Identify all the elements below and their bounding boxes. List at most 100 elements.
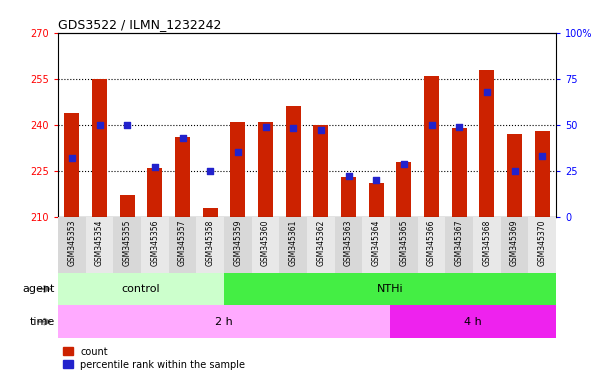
Point: [316, 127, 326, 133]
Text: GSM345368: GSM345368: [482, 219, 491, 266]
Bar: [224, 33, 252, 217]
Text: GSM345365: GSM345365: [400, 219, 408, 266]
Bar: [307, 33, 335, 217]
Text: GSM345364: GSM345364: [371, 219, 381, 266]
Point: [122, 122, 132, 128]
Bar: [313, 125, 329, 217]
Text: NTHi: NTHi: [377, 284, 403, 294]
Point: [426, 122, 436, 128]
Bar: [258, 122, 273, 217]
Bar: [175, 137, 190, 217]
Text: GSM345353: GSM345353: [67, 219, 76, 266]
Text: GDS3522 / ILMN_1232242: GDS3522 / ILMN_1232242: [58, 18, 221, 31]
Point: [399, 161, 409, 167]
Point: [288, 126, 298, 132]
Bar: [196, 217, 224, 273]
Text: agent: agent: [23, 284, 55, 294]
Bar: [335, 217, 362, 273]
Bar: [114, 33, 141, 217]
Bar: [529, 217, 556, 273]
Bar: [279, 33, 307, 217]
Text: GSM345363: GSM345363: [344, 219, 353, 266]
Legend: count, percentile rank within the sample: count, percentile rank within the sample: [63, 347, 246, 369]
Bar: [114, 217, 141, 273]
Bar: [307, 217, 335, 273]
Point: [482, 89, 492, 95]
Text: GSM345361: GSM345361: [288, 219, 298, 266]
Bar: [279, 217, 307, 273]
Text: GSM345367: GSM345367: [455, 219, 464, 266]
Bar: [64, 113, 79, 217]
Bar: [473, 217, 500, 273]
Text: GSM345356: GSM345356: [150, 219, 159, 266]
Bar: [535, 131, 550, 217]
Point: [343, 173, 353, 179]
Bar: [224, 273, 556, 305]
Text: GSM345369: GSM345369: [510, 219, 519, 266]
Text: GSM345354: GSM345354: [95, 219, 104, 266]
Text: GSM345362: GSM345362: [316, 219, 326, 266]
Bar: [445, 33, 473, 217]
Text: 2 h: 2 h: [215, 316, 233, 327]
Bar: [58, 273, 224, 305]
Text: control: control: [122, 284, 160, 294]
Bar: [479, 70, 494, 217]
Bar: [224, 217, 252, 273]
Bar: [141, 217, 169, 273]
Point: [537, 153, 547, 159]
Bar: [500, 33, 529, 217]
Bar: [529, 33, 556, 217]
Bar: [418, 33, 445, 217]
Bar: [120, 195, 135, 217]
Text: GSM345359: GSM345359: [233, 219, 243, 266]
Bar: [169, 33, 196, 217]
Bar: [58, 305, 390, 338]
Bar: [92, 79, 107, 217]
Bar: [362, 217, 390, 273]
Bar: [230, 122, 246, 217]
Text: GSM345357: GSM345357: [178, 219, 187, 266]
Point: [205, 168, 215, 174]
Bar: [390, 305, 556, 338]
Bar: [252, 217, 279, 273]
Bar: [169, 217, 196, 273]
Text: GSM345370: GSM345370: [538, 219, 547, 266]
Point: [371, 177, 381, 183]
Bar: [341, 177, 356, 217]
Bar: [196, 33, 224, 217]
Bar: [424, 76, 439, 217]
Bar: [203, 208, 218, 217]
Bar: [445, 217, 473, 273]
Bar: [500, 217, 529, 273]
Bar: [452, 128, 467, 217]
Bar: [285, 106, 301, 217]
Point: [95, 122, 104, 128]
Bar: [473, 33, 500, 217]
Bar: [368, 183, 384, 217]
Text: GSM345355: GSM345355: [123, 219, 132, 266]
Point: [261, 124, 271, 130]
Point: [178, 135, 188, 141]
Text: GSM345360: GSM345360: [261, 219, 270, 266]
Bar: [252, 33, 279, 217]
Bar: [147, 168, 163, 217]
Bar: [390, 217, 418, 273]
Bar: [58, 217, 86, 273]
Bar: [418, 217, 445, 273]
Bar: [86, 33, 114, 217]
Point: [510, 168, 519, 174]
Bar: [141, 33, 169, 217]
Text: GSM345366: GSM345366: [427, 219, 436, 266]
Point: [150, 164, 159, 170]
Bar: [335, 33, 362, 217]
Bar: [58, 33, 86, 217]
Point: [455, 124, 464, 130]
Text: 4 h: 4 h: [464, 316, 482, 327]
Bar: [397, 162, 411, 217]
Bar: [362, 33, 390, 217]
Point: [67, 155, 77, 161]
Text: time: time: [30, 316, 55, 327]
Point: [233, 149, 243, 156]
Text: GSM345358: GSM345358: [206, 219, 214, 266]
Bar: [86, 217, 114, 273]
